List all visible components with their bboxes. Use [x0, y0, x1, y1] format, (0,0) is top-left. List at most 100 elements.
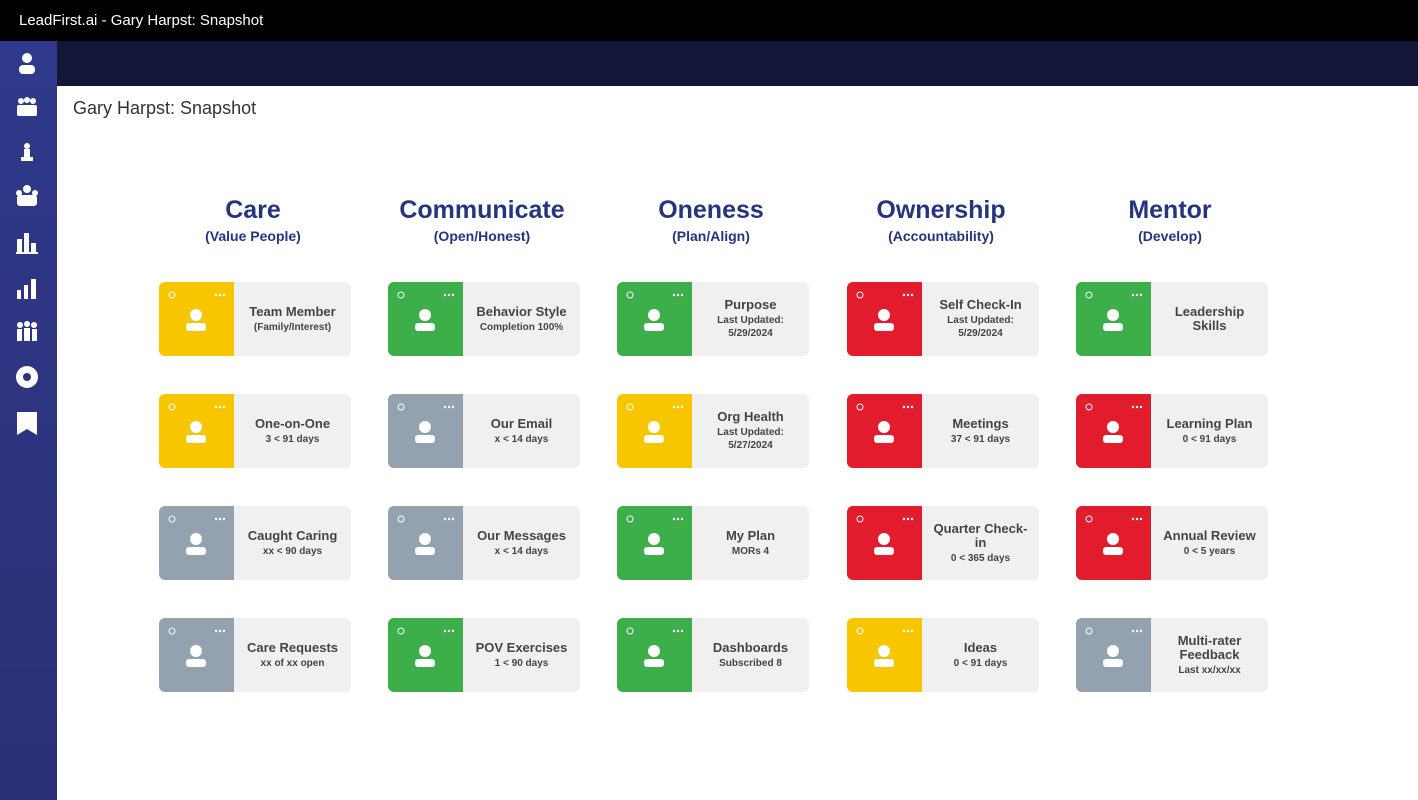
info-icon[interactable] [626, 515, 634, 523]
menu-dot[interactable] [443, 405, 447, 409]
snapshot-card[interactable]: My Plan MORs 4 [617, 506, 809, 580]
info-icon[interactable] [1085, 515, 1093, 523]
menu-dot[interactable] [447, 405, 451, 409]
chess-icon[interactable] [21, 143, 33, 161]
snapshot-card[interactable]: Care Requests xx of xx open [159, 618, 351, 692]
menu-dot[interactable] [680, 629, 684, 633]
info-icon[interactable] [397, 515, 405, 523]
info-icon[interactable] [856, 291, 864, 299]
snapshot-card[interactable]: Purpose Last Updated: 5/29/2024 [617, 282, 809, 356]
snapshot-card[interactable]: One-on-One 3 < 91 days [159, 394, 351, 468]
menu-dot[interactable] [906, 629, 910, 633]
info-icon[interactable] [1085, 403, 1093, 411]
menu-dot[interactable] [222, 405, 226, 409]
snapshot-card[interactable]: Leadership Skills [1076, 282, 1268, 356]
menu-dot[interactable] [680, 405, 684, 409]
menu-dot[interactable] [676, 629, 680, 633]
menu-dot[interactable] [1131, 517, 1135, 521]
snapshot-card[interactable]: Ideas 0 < 91 days [847, 618, 1039, 692]
bookmark-icon[interactable] [17, 412, 37, 435]
info-icon[interactable] [1085, 291, 1093, 299]
menu-dot[interactable] [672, 405, 676, 409]
menu-dot[interactable] [902, 629, 906, 633]
menu-dot[interactable] [1131, 405, 1135, 409]
menu-dot[interactable] [910, 517, 914, 521]
menu-dot[interactable] [222, 629, 226, 633]
snapshot-card[interactable]: Annual Review 0 < 5 years [1076, 506, 1268, 580]
chart-icon[interactable] [16, 233, 38, 254]
info-icon[interactable] [168, 515, 176, 523]
menu-dot[interactable] [447, 517, 451, 521]
snapshot-card[interactable]: Behavior Style Completion 100% [388, 282, 580, 356]
menu-dot[interactable] [214, 629, 218, 633]
snapshot-card[interactable]: Team Member (Family/Interest) [159, 282, 351, 356]
snapshot-card[interactable]: Meetings 37 < 91 days [847, 394, 1039, 468]
info-icon[interactable] [397, 627, 405, 635]
menu-dot[interactable] [902, 293, 906, 297]
menu-dot[interactable] [218, 517, 222, 521]
menu-dot[interactable] [447, 293, 451, 297]
menu-dot[interactable] [214, 517, 218, 521]
menu-dot[interactable] [222, 517, 226, 521]
snapshot-card[interactable]: Org Health Last Updated: 5/27/2024 [617, 394, 809, 468]
menu-dot[interactable] [1131, 629, 1135, 633]
menu-dot[interactable] [1135, 517, 1139, 521]
snapshot-card[interactable]: Our Email x < 14 days [388, 394, 580, 468]
menu-dot[interactable] [672, 517, 676, 521]
info-icon[interactable] [856, 403, 864, 411]
menu-dot[interactable] [451, 517, 455, 521]
menu-dot[interactable] [451, 629, 455, 633]
snapshot-card[interactable]: Our Messages x < 14 days [388, 506, 580, 580]
people-icon[interactable] [17, 321, 37, 341]
menu-dot[interactable] [676, 293, 680, 297]
menu-dot[interactable] [214, 405, 218, 409]
menu-dot[interactable] [1131, 293, 1135, 297]
menu-dot[interactable] [447, 629, 451, 633]
menu-dot[interactable] [443, 629, 447, 633]
menu-dot[interactable] [222, 293, 226, 297]
menu-dot[interactable] [443, 293, 447, 297]
menu-dot[interactable] [902, 517, 906, 521]
menu-dot[interactable] [910, 629, 914, 633]
menu-dot[interactable] [1139, 629, 1143, 633]
snapshot-card[interactable]: Quarter Check-in 0 < 365 days [847, 506, 1039, 580]
menu-dot[interactable] [910, 293, 914, 297]
team-icon[interactable] [17, 97, 37, 116]
menu-dot[interactable] [1139, 405, 1143, 409]
menu-dot[interactable] [443, 517, 447, 521]
menu-dot[interactable] [676, 517, 680, 521]
snapshot-card[interactable]: Caught Caring xx < 90 days [159, 506, 351, 580]
menu-dot[interactable] [672, 293, 676, 297]
info-icon[interactable] [168, 291, 176, 299]
info-icon[interactable] [168, 627, 176, 635]
menu-dot[interactable] [1135, 629, 1139, 633]
snapshot-card[interactable]: Multi-rater Feedback Last xx/xx/xx [1076, 618, 1268, 692]
info-icon[interactable] [626, 627, 634, 635]
snapshot-card[interactable]: Dashboards Subscribed 8 [617, 618, 809, 692]
menu-dot[interactable] [1135, 293, 1139, 297]
info-icon[interactable] [626, 403, 634, 411]
info-icon[interactable] [856, 515, 864, 523]
menu-dot[interactable] [218, 629, 222, 633]
menu-dot[interactable] [1139, 293, 1143, 297]
info-icon[interactable] [626, 291, 634, 299]
group-icon[interactable] [16, 185, 38, 206]
info-icon[interactable] [856, 627, 864, 635]
menu-dot[interactable] [218, 405, 222, 409]
snapshot-card[interactable]: Learning Plan 0 < 91 days [1076, 394, 1268, 468]
menu-dot[interactable] [906, 517, 910, 521]
profile-icon[interactable] [19, 53, 35, 74]
growth-icon[interactable] [17, 279, 36, 299]
info-icon[interactable] [397, 403, 405, 411]
menu-dot[interactable] [672, 629, 676, 633]
menu-dot[interactable] [910, 405, 914, 409]
menu-dot[interactable] [680, 293, 684, 297]
menu-dot[interactable] [676, 405, 680, 409]
menu-dot[interactable] [680, 517, 684, 521]
snapshot-card[interactable]: Self Check-In Last Updated: 5/29/2024 [847, 282, 1039, 356]
menu-dot[interactable] [451, 293, 455, 297]
menu-dot[interactable] [1139, 517, 1143, 521]
settings-icon[interactable] [16, 366, 38, 388]
info-icon[interactable] [168, 403, 176, 411]
menu-dot[interactable] [451, 405, 455, 409]
